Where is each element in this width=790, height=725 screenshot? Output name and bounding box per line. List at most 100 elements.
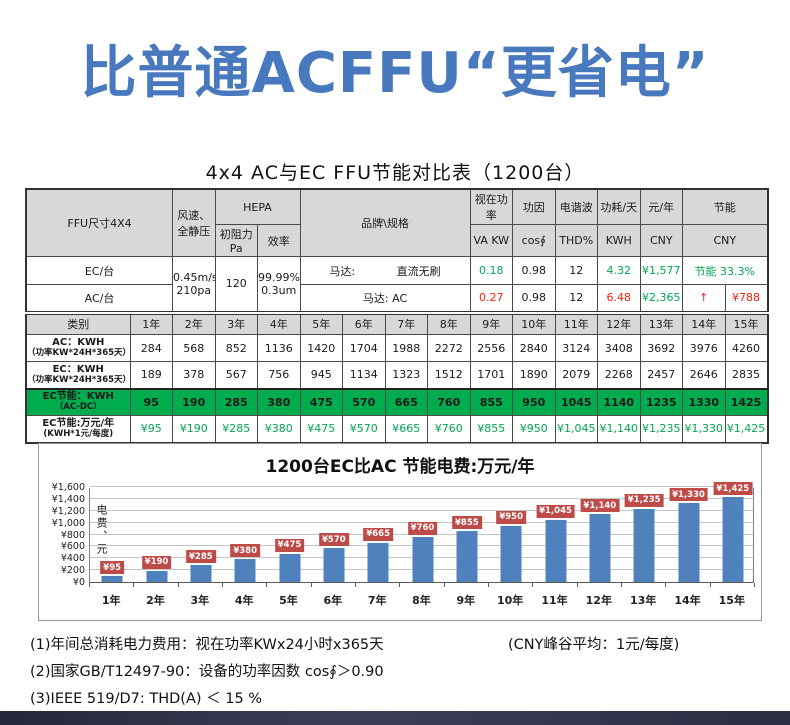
x-tick-label: 13年: [630, 594, 657, 607]
year-header-9: 9年: [469, 310, 514, 335]
bar-4年: [234, 559, 256, 582]
x-tickmark: [488, 583, 489, 587]
data-cell: 2079: [554, 361, 599, 389]
year-header-11: 11年: [554, 310, 599, 335]
data-cell: 1140: [597, 387, 641, 416]
data-cell: 1323: [384, 361, 428, 389]
year-header-12: 12年: [597, 310, 641, 335]
ec-spec-row: EC/台 0.45m/s 210pa 120 99.99% 0.3um 马达: …: [25, 256, 769, 313]
bar-value-label: ¥760: [407, 521, 438, 535]
row-label: EC节能:万元/年 (KWH*1元/每度): [25, 415, 131, 443]
data-cell: 2457: [639, 361, 684, 389]
bar-value-label: ¥190: [141, 555, 172, 569]
table-row: EC节能：KWH （AC-DC） 95 190 285 380 475 570 665 760 85…: [25, 387, 769, 416]
x-tick-label: 9年: [456, 594, 476, 607]
data-cell: 1235: [639, 387, 684, 416]
footnote-2: (2)国家GB/T12497-90：设备的功率因数 cos∮＞0.90: [30, 664, 384, 680]
footer-bar: [0, 711, 790, 725]
data-cell: 2556: [469, 334, 514, 362]
data-cell: 1330: [682, 387, 726, 416]
data-cell: ¥475: [299, 415, 343, 443]
data-cell: 1136: [257, 334, 301, 362]
x-tickmark: [310, 583, 312, 587]
x-tick-label: 8年: [412, 594, 431, 607]
year-header-10: 10年: [512, 310, 556, 335]
header-row-2: 初阻力Pa 效率 VA KW cos∮ THD% KWH CNY CNY: [26, 224, 769, 257]
data-cell: 189: [129, 361, 173, 389]
bar-14年: [678, 503, 699, 582]
ec-kwh: 4.32: [597, 256, 641, 285]
header-power-factor: 功因: [512, 188, 556, 225]
y-tick-label: ¥600: [60, 541, 85, 553]
ec-cny: ¥1,577: [639, 256, 684, 285]
bar-3年: [190, 565, 212, 582]
ec-motor-label: 马达:: [329, 264, 356, 278]
savings-bar-chart: 1200台EC比AC 节能电费:万元/年 电费、元 ¥95 ¥190 ¥285 ¥38…: [38, 443, 762, 621]
year-header-5: 5年: [299, 310, 343, 335]
bar-value-label: ¥950: [496, 510, 526, 524]
ec-motor: 马达: 直流无刷: [299, 256, 471, 285]
year-header-row: 类别 1年 2年 3年 4年 5年 6年 7年 8年 9年 10年 11年 12年 13年 14年 15年: [25, 310, 769, 335]
wind-value: 0.45m/s 210pa: [172, 256, 216, 313]
x-tickmark: [532, 583, 534, 587]
header-ffu-size: FFU尺寸4X4: [25, 188, 173, 257]
bar-value-label: ¥380: [230, 544, 260, 558]
x-tickmark: [576, 583, 578, 587]
data-cell: 3976: [682, 334, 726, 362]
data-cell: 1420: [299, 334, 343, 362]
data-cell: ¥1,140: [597, 415, 641, 443]
data-cell: 3692: [639, 334, 684, 362]
data-cell: 3408: [597, 334, 641, 362]
footnotes: (1)年间总消耗电力费用：视在功率KWx24小时x365天 (CNY峰谷平均：1…: [30, 632, 762, 713]
wind-speed: 0.45m/s: [173, 270, 215, 284]
bar-8年: [412, 536, 433, 582]
bar-9年: [456, 531, 478, 582]
gridline: [90, 486, 753, 487]
row-label: EC：KWH （功率KW*24H*365天）: [25, 361, 131, 389]
ec-motor-value: 直流无刷: [396, 264, 441, 278]
bar-value-label: ¥1,045: [536, 504, 575, 518]
header-apparent-power: 视在功率: [469, 188, 514, 225]
page-title: 比普通ACFFU“更省电”: [80, 41, 710, 106]
bar-11年: [545, 519, 566, 582]
data-cell: 570: [342, 387, 386, 416]
data-cell: ¥570: [342, 415, 386, 443]
x-tick-label: 4年: [234, 594, 254, 607]
bar-15年: [722, 497, 744, 582]
y-tick-label: ¥0: [72, 577, 85, 588]
header-saving-cny: CNY: [682, 224, 769, 257]
x-tickmark: [222, 583, 223, 587]
ec-saving: 节能 33.3%: [682, 256, 769, 285]
header-consumption: 功耗/天: [597, 188, 641, 225]
data-cell: 665: [384, 387, 428, 416]
data-cell: ¥950: [512, 415, 556, 443]
year-header-3: 3年: [214, 310, 258, 335]
x-tickmark: [399, 583, 401, 587]
year-header-7: 7年: [384, 310, 428, 335]
row-label: EC节能：KWH （AC-DC）: [25, 387, 131, 416]
x-tickmark: [177, 583, 179, 587]
header-row-1: FFU尺寸4X4 风速、 全静压 HEPA 品牌\规格 视在功率 功因 电谐波 …: [25, 188, 769, 257]
data-cell: 1988: [384, 334, 428, 362]
bar-value-label: ¥1,330: [669, 488, 708, 502]
header-init-resistance: 初阻力Pa: [214, 224, 258, 257]
data-cell: ¥665: [384, 415, 428, 443]
data-cell: 852: [214, 334, 258, 362]
ac-cos: 0.98: [512, 284, 556, 313]
x-tickmark: [355, 583, 356, 587]
header-saving: 节能: [682, 188, 769, 225]
data-cell: 2840: [512, 334, 556, 362]
header-thd: THD%: [554, 224, 599, 257]
x-tickmark: [709, 583, 711, 587]
table-row: EC：KWH （功率KW*24H*365天） 189 378 567 756 945 1134…: [25, 361, 769, 389]
y-tick-label: ¥400: [60, 553, 85, 565]
x-tickmark: [133, 583, 135, 587]
data-cell: ¥95: [129, 415, 173, 443]
data-cell: 95: [129, 387, 173, 416]
data-cell: 855: [469, 387, 514, 416]
x-tick-label: 15年: [718, 594, 745, 607]
efficiency-um: 0.3um: [261, 283, 297, 297]
table-row: EC节能:万元/年 (KWH*1元/每度) ¥95 ¥190 ¥285 ¥380 ¥475 ¥…: [25, 415, 769, 443]
ac-motor: 马达: AC: [299, 284, 471, 313]
x-tick-label: 11年: [541, 594, 568, 607]
